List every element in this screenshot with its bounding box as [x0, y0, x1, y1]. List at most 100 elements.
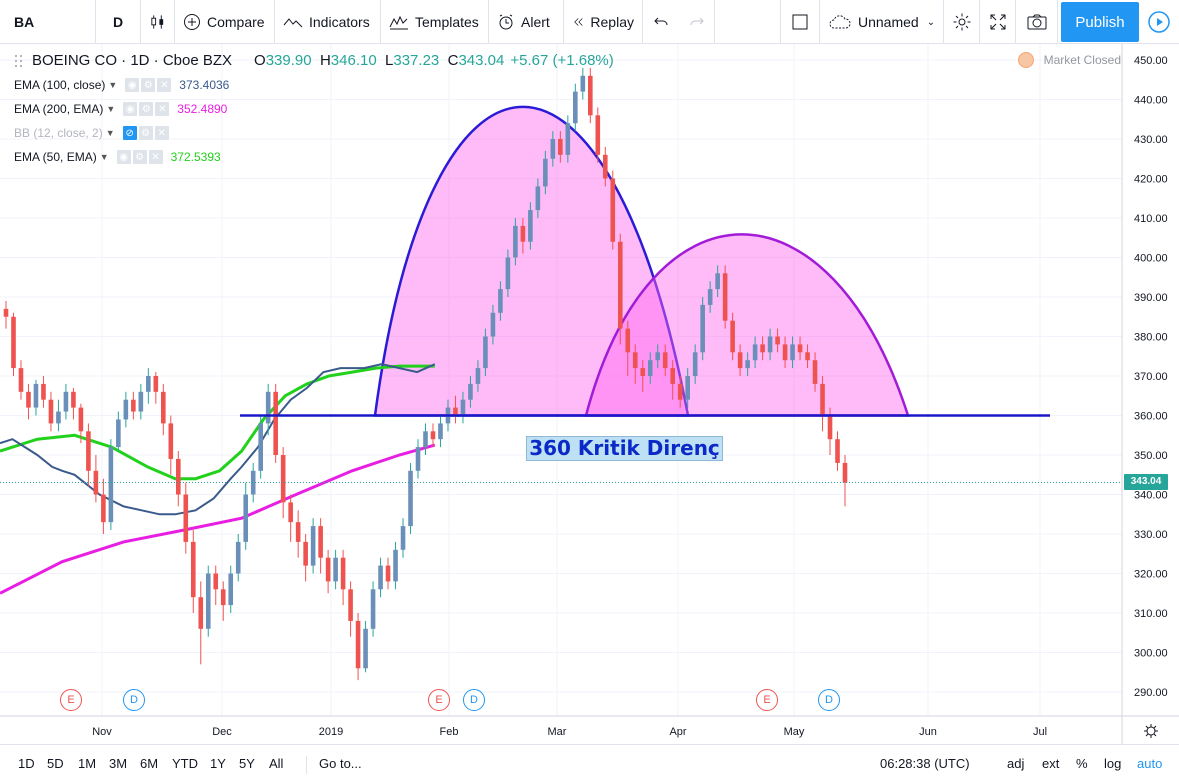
- candle-body: [303, 541, 308, 566]
- goto-button[interactable]: Go to...: [306, 756, 362, 774]
- chart-style-button[interactable]: [141, 0, 175, 44]
- dividend-marker[interactable]: D: [818, 689, 840, 711]
- candle: [490, 304, 496, 345]
- candle: [355, 613, 361, 681]
- candle: [558, 131, 563, 163]
- range-5y[interactable]: 5Y: [239, 756, 255, 771]
- eye-off-icon[interactable]: ⊘: [122, 126, 137, 140]
- templates-button[interactable]: Templates: [381, 0, 489, 44]
- gear-icon[interactable]: ⚙: [139, 102, 154, 116]
- alert-button[interactable]: Alert: [489, 0, 564, 44]
- close-icon[interactable]: ✕: [157, 78, 172, 92]
- adj-toggle[interactable]: adj: [1007, 756, 1025, 771]
- range-1y[interactable]: 1Y: [210, 756, 226, 771]
- candle-body: [363, 628, 368, 669]
- candle: [730, 312, 735, 361]
- candle-body: [348, 589, 353, 621]
- gear-icon[interactable]: ⚙: [141, 78, 156, 92]
- close-icon[interactable]: ✕: [154, 126, 169, 140]
- price-chart[interactable]: 450.00 440.00 430.00 420.00 410.00 400.00 390.…: [0, 44, 1179, 744]
- eye-icon[interactable]: ◉: [123, 102, 138, 116]
- indicator-ema200[interactable]: EMA (200, EMA) ▼ ◉ ⚙ ✕ 352.4890: [14, 102, 227, 116]
- market-status-label: Market Closed: [1043, 53, 1121, 67]
- symbol-search[interactable]: BA: [0, 0, 96, 44]
- dividend-marker[interactable]: D: [463, 689, 485, 711]
- range-5d[interactable]: 5D: [47, 756, 64, 771]
- candle-body: [647, 360, 653, 376]
- auto-toggle[interactable]: auto: [1137, 756, 1163, 771]
- price-tick-label: 390.00: [1134, 292, 1168, 304]
- log-toggle[interactable]: log: [1104, 756, 1122, 771]
- undo-button[interactable]: [643, 0, 679, 44]
- candle: [93, 455, 99, 503]
- candle-body: [670, 368, 676, 384]
- high-value: 346.10: [330, 52, 377, 69]
- replay-button[interactable]: Replay: [564, 0, 643, 44]
- range-1m[interactable]: 1M: [78, 756, 97, 771]
- chart-area[interactable]: 450.00 440.00 430.00 420.00 410.00 400.00 390.…: [0, 44, 1179, 744]
- cup-shape-1: [373, 105, 690, 417]
- candle-body: [805, 352, 810, 361]
- drag-handle-icon[interactable]: [14, 54, 24, 68]
- range-6m[interactable]: 6M: [140, 756, 159, 771]
- settings-button[interactable]: [944, 0, 980, 44]
- candle: [243, 482, 249, 550]
- candle: [303, 534, 308, 582]
- range-1d[interactable]: 1D: [18, 756, 35, 771]
- candle-body: [228, 573, 234, 606]
- indicator-ema50[interactable]: EMA (50, EMA) ▼ ◉ ⚙ ✕ 372.5393: [14, 150, 221, 164]
- candle: [655, 344, 661, 369]
- publish-button[interactable]: Publish: [1061, 2, 1139, 42]
- price-tick-label: 420.00: [1134, 174, 1168, 186]
- interval-selector[interactable]: D: [96, 0, 141, 44]
- earnings-marker[interactable]: E: [60, 689, 82, 711]
- fullscreen-button[interactable]: [980, 0, 1016, 44]
- candle-body: [700, 304, 705, 353]
- percent-toggle[interactable]: %: [1076, 756, 1088, 771]
- candle-body: [101, 494, 106, 523]
- dividend-marker[interactable]: D: [123, 689, 145, 711]
- compare-button[interactable]: Compare: [175, 0, 275, 44]
- layout-menu[interactable]: Unnamed ⌄: [820, 0, 944, 44]
- fullscreen-select-button[interactable]: [780, 0, 820, 44]
- candle: [528, 202, 533, 250]
- range-ytd[interactable]: YTD: [172, 756, 198, 771]
- candle-body: [280, 455, 286, 503]
- candle-body: [677, 383, 683, 400]
- candle: [190, 530, 196, 613]
- close-icon[interactable]: ✕: [148, 150, 163, 164]
- gear-icon[interactable]: ⚙: [138, 126, 153, 140]
- earnings-marker[interactable]: E: [756, 689, 778, 711]
- resistance-annotation[interactable]: 360 Kritik Direnç: [526, 436, 723, 461]
- snapshot-button[interactable]: [1016, 0, 1058, 44]
- templates-label: Templates: [415, 13, 479, 30]
- chevron-down-icon[interactable]: ▼: [108, 80, 118, 90]
- candle-body: [220, 589, 226, 606]
- expand-icon: [990, 14, 1005, 30]
- chevron-down-icon[interactable]: ▼: [99, 152, 109, 162]
- candle: [280, 447, 286, 519]
- ext-toggle[interactable]: ext: [1042, 756, 1060, 771]
- earnings-marker[interactable]: E: [428, 689, 450, 711]
- candle: [370, 581, 376, 637]
- close-icon[interactable]: ✕: [155, 102, 170, 116]
- clock[interactable]: 06:28:38 (UTC): [880, 756, 970, 771]
- candle-body: [288, 502, 293, 523]
- gear-icon[interactable]: ⚙: [132, 150, 147, 164]
- symbol-title: BOEING CO · 1D · Cboe BZX: [32, 52, 233, 69]
- indicator-ema100[interactable]: EMA (100, close) ▼ ◉ ⚙ ✕ 373.4036: [14, 78, 229, 92]
- eye-icon[interactable]: ◉: [116, 150, 131, 164]
- indicators-button[interactable]: Indicators: [275, 0, 381, 44]
- square-icon: [792, 14, 808, 30]
- range-all[interactable]: All: [269, 756, 284, 771]
- indicator-bb[interactable]: BB (12, close, 2) ▼ ⊘ ⚙ ✕: [14, 126, 171, 140]
- redo-button[interactable]: [679, 0, 715, 44]
- candle-body: [655, 352, 661, 361]
- play-button[interactable]: [1139, 0, 1179, 44]
- eye-icon[interactable]: ◉: [125, 78, 140, 92]
- range-3m[interactable]: 3M: [109, 756, 128, 771]
- chevron-down-icon[interactable]: ▼: [106, 104, 116, 114]
- candle: [775, 328, 780, 353]
- chevron-down-icon[interactable]: ▼: [105, 128, 115, 138]
- candle-body: [558, 139, 563, 155]
